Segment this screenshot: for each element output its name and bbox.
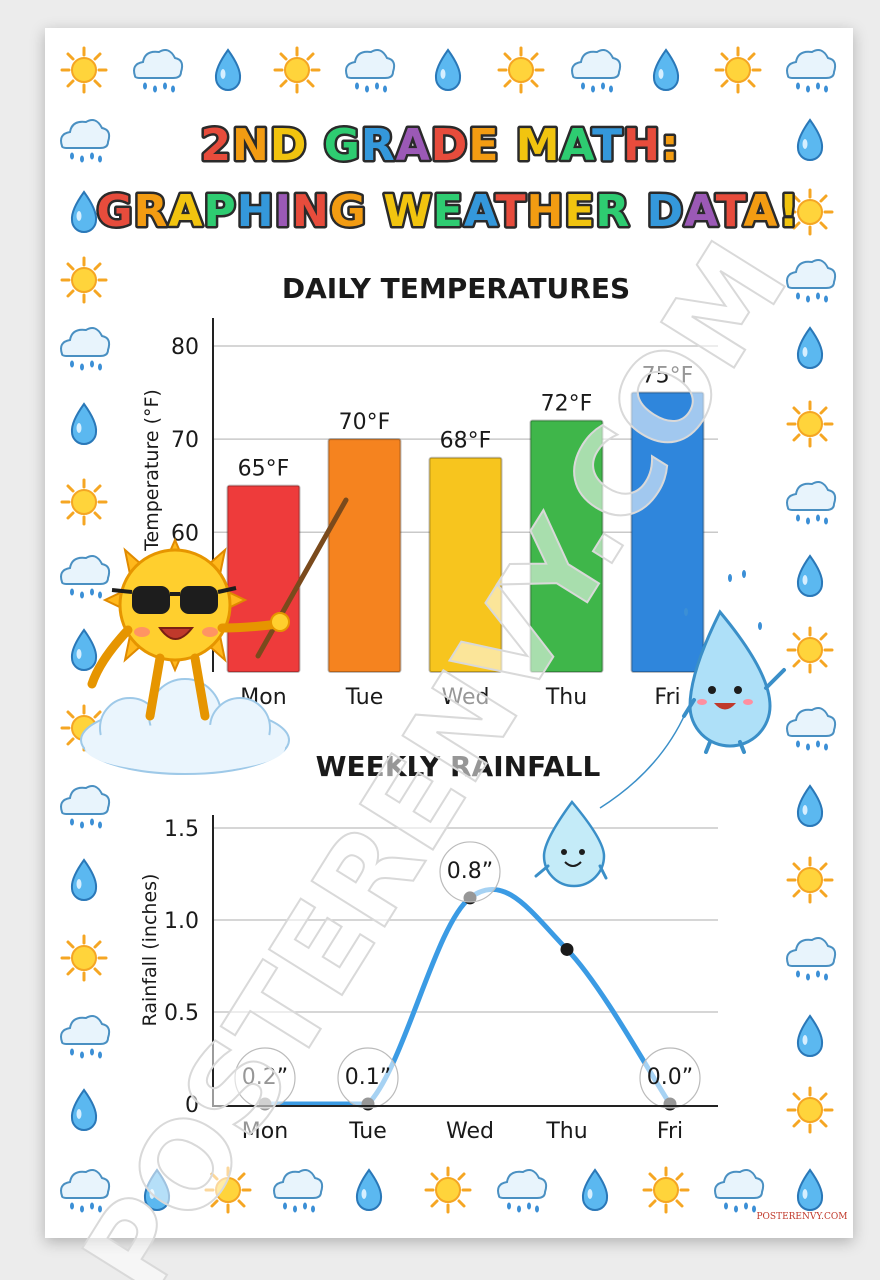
water-drop-icon <box>214 49 242 91</box>
raindrop-mascot-illustration <box>599 570 786 809</box>
line-y-tick-label: 0 <box>185 1093 199 1118</box>
sun-icon <box>60 934 108 982</box>
sun-icon <box>60 46 108 94</box>
bar-data-label: 70°F <box>339 410 391 435</box>
sun-icon <box>497 46 545 94</box>
bar-y-tick-label: 70 <box>171 428 199 453</box>
sunglasses <box>111 586 237 614</box>
bar-category-label: Tue <box>345 685 384 710</box>
poster-title-line-1: 2ND GRADE MATH: <box>200 120 679 171</box>
rain-cloud-icon <box>60 555 111 600</box>
bar-chart-title: DAILY TEMPERATURES <box>282 272 630 305</box>
sun-mascot-illustration <box>80 497 349 775</box>
water-drop-icon <box>70 191 98 233</box>
water-drop-icon <box>796 785 824 827</box>
rain-data-label: 0.2” <box>242 1065 288 1090</box>
sun-icon <box>60 256 108 304</box>
weekly-rainfall-chart: WEEKLY RAINFALL 0 0.5 1.0 1.5 0.2” 0.1” 0.8” 0… <box>139 750 718 1144</box>
water-drop-icon <box>796 555 824 597</box>
water-drop-icon <box>796 1015 824 1057</box>
rain-data-label: 0.1” <box>345 1065 391 1090</box>
rain-cloud-icon <box>60 1015 111 1060</box>
rain-cloud-icon <box>60 327 111 372</box>
line-category-label: Tue <box>348 1119 387 1144</box>
sun-icon <box>786 1086 834 1134</box>
sun-icon <box>60 478 108 526</box>
bar-wed <box>428 456 503 673</box>
rain-cloud-icon <box>786 707 837 752</box>
footer-watermark: POSTERENVY.COM <box>756 1212 847 1222</box>
rain-cloud-icon <box>60 119 111 164</box>
line-chart-gridlines <box>213 827 718 1013</box>
bar-data-label: 75°F <box>642 364 694 389</box>
rain-cloud-icon <box>497 1169 548 1214</box>
sun-icon <box>786 856 834 904</box>
poster-title-line-2: GRAPHING WEATHER DATA! <box>96 186 799 237</box>
bar-category-label: Fri <box>654 685 680 710</box>
pointer-stick <box>255 497 349 659</box>
rain-data-label: 0.0” <box>647 1065 693 1090</box>
rain-cloud-icon <box>273 1169 324 1214</box>
rain-cloud-icon <box>786 481 837 526</box>
sun-icon <box>424 1166 472 1214</box>
water-drop-icon <box>355 1169 383 1211</box>
water-drop-icon <box>796 1169 824 1211</box>
bar-fri <box>630 391 705 673</box>
rain-data-label: 0.8” <box>447 859 493 884</box>
line-chart-title: WEEKLY RAINFALL <box>316 750 601 783</box>
rain-point-thu <box>560 942 574 956</box>
line-y-tick-label: 0.5 <box>164 1001 199 1026</box>
water-drop-icon <box>796 119 824 161</box>
sun-icon <box>642 1166 690 1214</box>
line-category-label: Wed <box>446 1119 494 1144</box>
sun-icon <box>786 626 834 674</box>
bar-category-label: Thu <box>545 685 587 710</box>
water-drop-icon <box>434 49 462 91</box>
sun-icon <box>786 400 834 448</box>
water-drop-icon <box>70 629 98 671</box>
water-drop-icon <box>796 327 824 369</box>
small-raindrop-mascot <box>534 799 608 888</box>
water-drop-icon <box>652 49 680 91</box>
bar-chart-y-axis-label: Temperature (°F) <box>141 389 163 552</box>
line-chart-y-axis-label: Rainfall (inches) <box>139 874 161 1027</box>
rain-cloud-icon <box>786 49 837 94</box>
cloud-platform <box>80 678 290 775</box>
sun-icon <box>714 46 762 94</box>
sun-icon <box>273 46 321 94</box>
rain-cloud-icon <box>714 1169 765 1214</box>
bar-data-label: 65°F <box>238 457 290 482</box>
bar-data-label: 68°F <box>440 429 492 454</box>
rain-cloud-icon <box>571 49 622 94</box>
water-drop-icon <box>70 403 98 445</box>
line-y-tick-label: 1.0 <box>164 909 199 934</box>
bar-thu <box>529 419 604 674</box>
rain-cloud-icon <box>60 785 111 830</box>
bar-category-label: Wed <box>442 685 490 710</box>
water-drop-icon <box>70 859 98 901</box>
rain-cloud-icon <box>133 49 184 94</box>
line-y-tick-label: 1.5 <box>164 817 199 842</box>
line-category-label: Fri <box>657 1119 683 1144</box>
bar-y-tick-label: 80 <box>171 335 199 360</box>
line-category-label: Mon <box>242 1119 288 1144</box>
bar-data-label: 72°F <box>541 391 593 416</box>
water-drop-icon <box>581 1169 609 1211</box>
water-drop-icon <box>70 1089 98 1131</box>
rain-cloud-icon <box>786 937 837 982</box>
rain-cloud-icon <box>345 49 396 94</box>
line-category-label: Thu <box>545 1119 587 1144</box>
bar-tue <box>327 438 402 673</box>
